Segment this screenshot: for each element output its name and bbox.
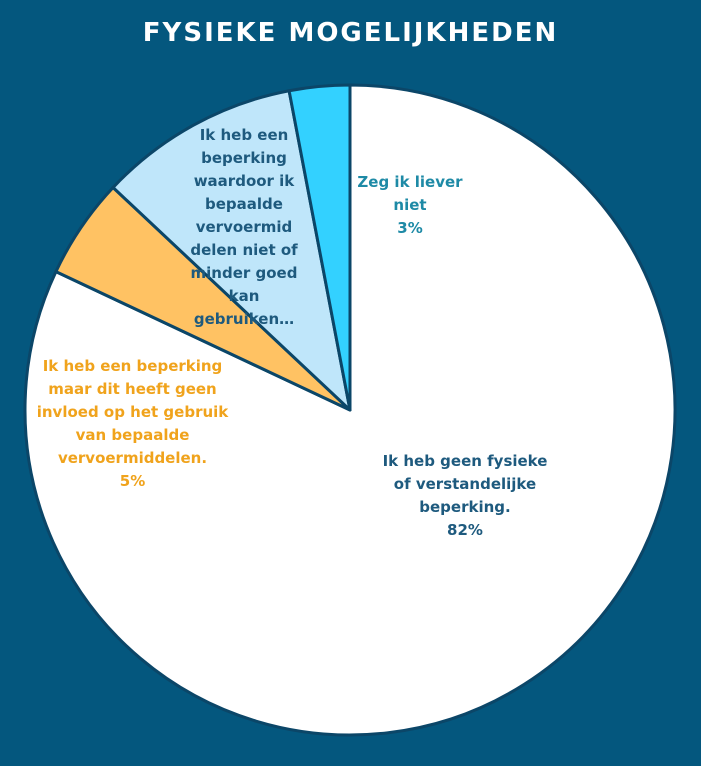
pie-slice-limitation-with-influence (111, 89, 352, 412)
slice-value-label: 82% (447, 521, 483, 539)
slice-label-limitation-with-influence: Ik heb een beperking waardoor ik bepaald… (188, 124, 300, 331)
slice-label-text: Zeg ik liever niet (357, 173, 463, 214)
pie-slice-rather-not-say (287, 83, 352, 412)
slice-label-text: Ik heb geen fysieke of verstandelijke be… (382, 452, 548, 516)
slice-value-label: 5% (119, 472, 146, 490)
slice-label-text: Ik heb een beperking waardoor ik bepaald… (190, 126, 298, 328)
slice-label-rather-not-say: Zeg ik liever niet 3% (350, 171, 470, 240)
slice-label-text: Ik heb een beperking maar dit heeft geen… (36, 357, 229, 467)
slice-label-limitation-no-influence: Ik heb een beperking maar dit heeft geen… (30, 355, 235, 493)
chart-title: FYSIEKE MOGELIJKHEDEN (142, 18, 559, 48)
slice-value-label: 3% (397, 219, 423, 237)
slice-label-no-limitation: Ik heb geen fysieke of verstandelijke be… (380, 450, 550, 542)
